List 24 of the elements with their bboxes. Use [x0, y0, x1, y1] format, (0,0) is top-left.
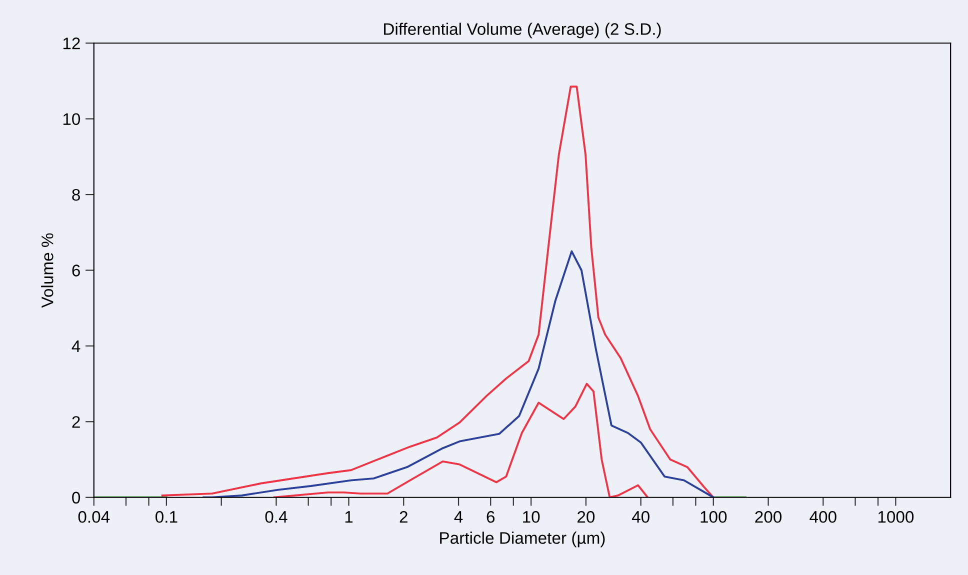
y-tick-label: 8	[72, 188, 80, 201]
x-tick-label: 40	[632, 511, 650, 523]
x-tick-label: 400	[810, 511, 836, 523]
x-tick-label: 10	[523, 511, 540, 523]
x-tick-label: 0.1	[156, 511, 178, 523]
y-tick-label: 4	[72, 340, 80, 352]
x-tick-label: 2	[400, 511, 408, 523]
x-tick-label: 4	[454, 511, 463, 523]
x-tick-label: 1000	[878, 511, 914, 523]
x-tick-label: 0.04	[78, 511, 110, 523]
y-tick-label: 6	[72, 264, 80, 276]
y-axis-title: Volume %	[41, 233, 54, 308]
x-tick-label: 20	[578, 511, 595, 523]
y-tick-label: 12	[63, 38, 80, 50]
x-tick-label: 6	[486, 511, 495, 523]
x-axis-title: Particle Diameter (µm)	[440, 532, 605, 548]
x-tick-label: 100	[700, 511, 727, 523]
x-tick-label: 200	[755, 511, 782, 523]
x-tick-label: 0.4	[265, 511, 288, 523]
y-tick-label: 0	[72, 492, 80, 504]
y-tick-label: 2	[72, 416, 80, 428]
y-tick-label: 10	[63, 113, 80, 126]
x-tick-label: 1	[345, 511, 353, 523]
chart-title: Differential Volume (Average) (2 S.D.)	[384, 22, 661, 38]
